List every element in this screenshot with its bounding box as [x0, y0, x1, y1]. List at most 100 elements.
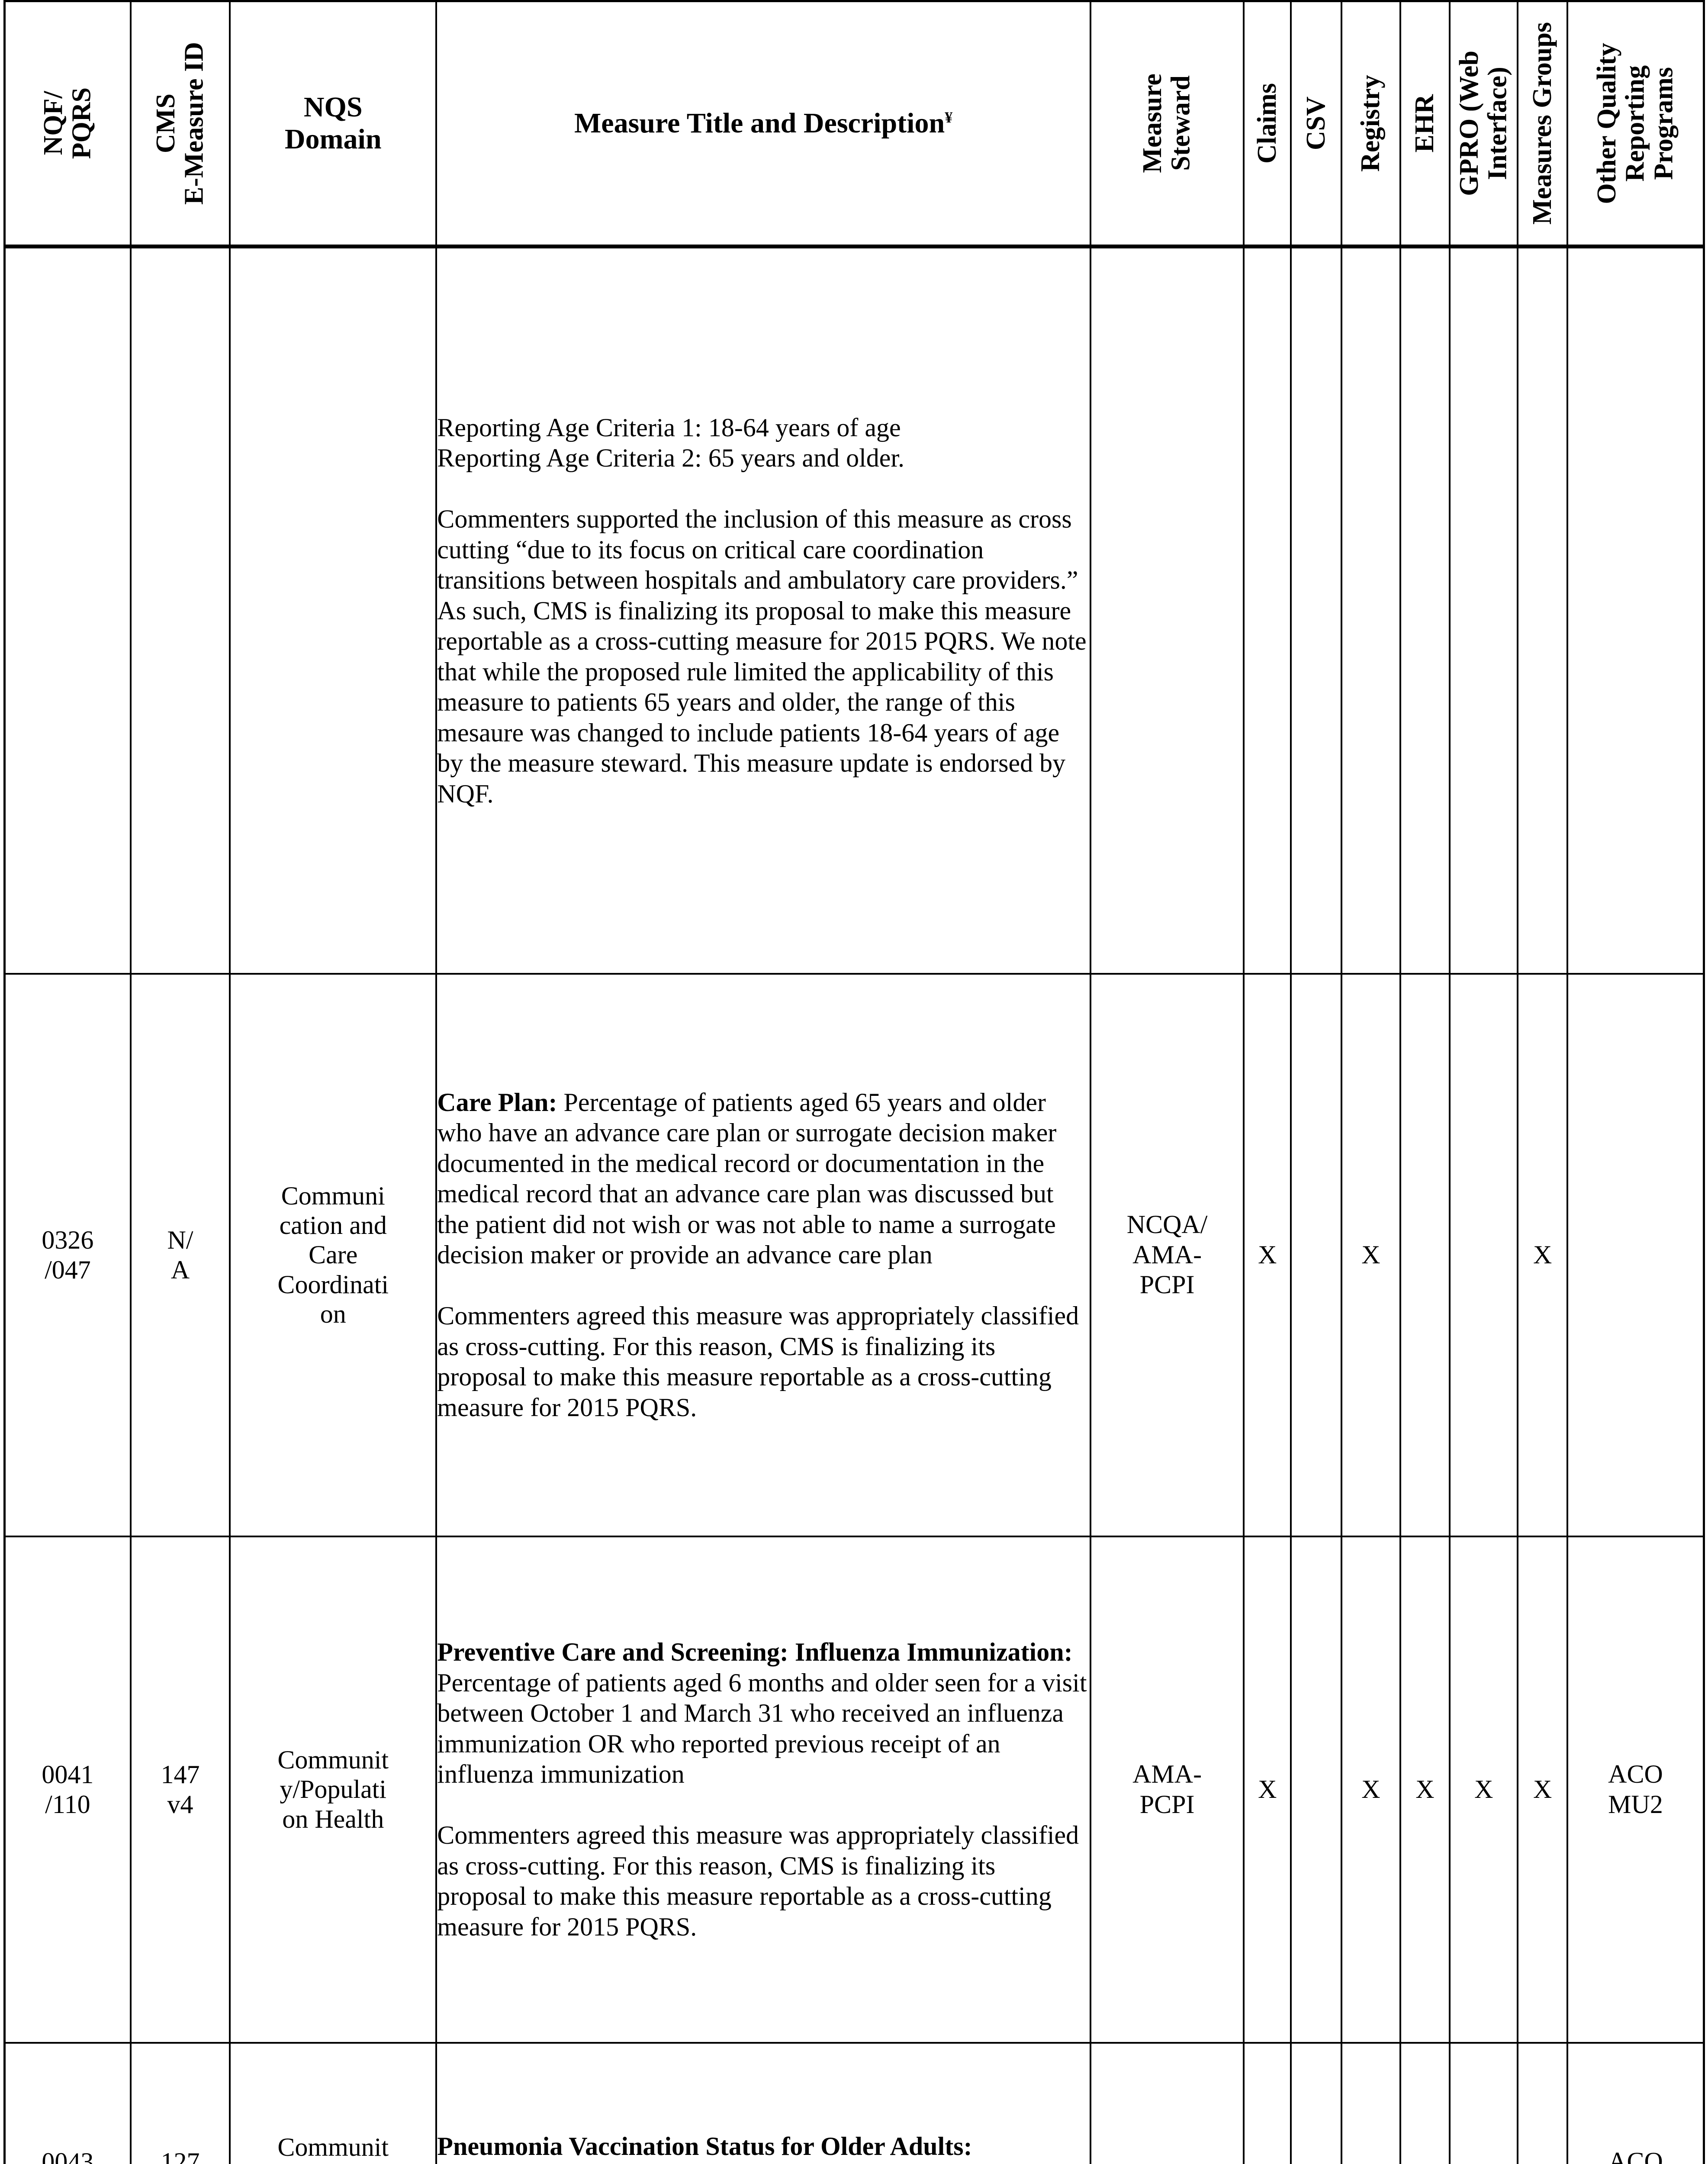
col-header-measure-steward: Measure Steward: [1089, 0, 1245, 248]
measure-title-lead: Preventive Care and Screening: Influenza…: [437, 1638, 1073, 1666]
cell-measures-groups-mark: X: [1517, 2042, 1569, 2164]
description-text: Commenters agreed this measure was appro…: [437, 1821, 1079, 1941]
col-header-cms-emeasure-id: CMS E-Measure ID: [129, 0, 231, 248]
cell-nqf-pqrs: 0041 /110: [3, 1535, 132, 2044]
col-header-nqf-pqrs: NQF/ PQRS: [3, 0, 132, 248]
col-header-measure-title-label: Measure Title and Description: [574, 107, 945, 139]
cell-csv-mark: [1290, 245, 1343, 975]
description-text: Reporting Age Criteria 1: 18-64 years of…: [437, 413, 905, 473]
cell-other-quality-reporting-programs: ACO MU2: [1566, 2042, 1705, 2164]
col-header-other-quality-reporting-programs-label: Other Quality Reporting Programs: [1592, 42, 1679, 204]
col-header-nqf-pqrs-label: NQF/ PQRS: [38, 87, 96, 159]
cell-nqf-pqrs: 0326 /047: [3, 973, 132, 1537]
cell-gpro-mark: [1449, 973, 1519, 1537]
table-row: Reporting Age Criteria 1: 18-64 years of…: [3, 245, 1705, 975]
cell-measure-steward: [1089, 245, 1245, 975]
cell-cms-emeasure-id: 147 v4: [129, 1535, 231, 2044]
cell-nqs-domain: Communit y/Populati on Health: [229, 1535, 437, 2044]
col-header-nqs-domain: NQS Domain: [229, 0, 437, 248]
description-paragraph: Care Plan: Percentage of patients aged 6…: [437, 1087, 1090, 1270]
cell-other-quality-reporting-programs: ACO MU2: [1566, 1535, 1705, 2044]
cell-claims-mark: [1243, 245, 1292, 975]
cell-gpro-mark: X: [1449, 1535, 1519, 2044]
cell-gpro-mark: [1449, 245, 1519, 975]
measure-title-lead: Care Plan:: [437, 1088, 557, 1117]
cell-cms-emeasure-id: N/ A: [129, 973, 231, 1537]
cell-other-quality-reporting-programs: [1566, 245, 1705, 975]
col-header-ehr-label: EHR: [1410, 94, 1440, 153]
col-header-nqs-domain-label: NQS Domain: [284, 91, 382, 155]
cell-measure-steward: AMA- PCPI: [1089, 1535, 1245, 2044]
col-header-measure-title: Measure Title and Description¥: [435, 0, 1091, 248]
cell-cms-emeasure-id: 127 v3: [129, 2042, 231, 2164]
table-row: 0041 /110 147 v4 Communit y/Populati on He…: [3, 1535, 1705, 2044]
col-header-other-quality-reporting-programs: Other Quality Reporting Programs: [1566, 0, 1705, 248]
col-header-gpro-web-interface: GPRO (Web Interface): [1449, 0, 1519, 248]
col-header-registry: Registry: [1341, 0, 1401, 248]
cell-nqs-domain: Communit y/Populati on Health: [229, 2042, 437, 2164]
cell-measure-title-and-description: Pneumonia Vaccination Status for Older A…: [435, 2042, 1091, 2164]
col-header-gpro-web-interface-label: GPRO (Web Interface): [1454, 51, 1512, 196]
description-text: Commenters agreed this measure was appro…: [437, 1301, 1079, 1422]
cell-cms-emeasure-id: [129, 245, 231, 975]
description-paragraph: Reporting Age Criteria 1: 18-64 years of…: [437, 412, 1090, 473]
table-row: 0043 /111127 v3Communit y/Populati on He…: [3, 2042, 1705, 2164]
cell-measures-groups-mark: X: [1517, 1535, 1569, 2044]
cell-measure-title-and-description: Care Plan: Percentage of patients aged 6…: [435, 973, 1091, 1537]
cell-ehr-mark: [1399, 245, 1451, 975]
cell-measure-steward: NCQA: [1089, 2042, 1245, 2164]
cell-nqs-domain: Communi cation and Care Coordinati on: [229, 973, 437, 1537]
description-paragraph: Commenters supported the inclusion of th…: [437, 504, 1090, 809]
table-row: 0326 /047 N/ A Communi cation and Care Coo…: [3, 973, 1705, 1537]
cell-claims-mark: X: [1243, 2042, 1292, 2164]
cell-other-quality-reporting-programs: [1566, 973, 1705, 1537]
table-header-row: NQF/ PQRS CMS E-Measure ID NQS Domain Me…: [3, 0, 1705, 248]
cell-ehr-mark: X: [1399, 2042, 1451, 2164]
cell-nqf-pqrs: 0043 /111: [3, 2042, 132, 2164]
footnote-marker-yen: ¥: [945, 109, 953, 126]
cell-registry-mark: [1341, 245, 1401, 975]
description-text: Commenters supported the inclusion of th…: [437, 505, 1087, 808]
cell-registry-mark: X: [1341, 1535, 1401, 2044]
description-paragraph: Preventive Care and Screening: Influenza…: [437, 1637, 1090, 1790]
cell-measure-steward: NCQA/ AMA- PCPI: [1089, 973, 1245, 1537]
cell-nqf-pqrs: [3, 245, 132, 975]
cell-measures-groups-mark: X: [1517, 973, 1569, 1537]
cross-cutting-measures-table: NQF/ PQRS CMS E-Measure ID NQS Domain Me…: [3, 0, 1705, 2164]
col-header-measures-groups: Measures Groups: [1517, 0, 1569, 248]
cell-csv-mark: [1290, 973, 1343, 1537]
cell-measure-title-and-description: Preventive Care and Screening: Influenza…: [435, 1535, 1091, 2044]
col-header-csv: CSV: [1290, 0, 1343, 248]
col-header-measures-groups-label: Measures Groups: [1527, 22, 1557, 225]
paragraph-spacer: [437, 1790, 1090, 1820]
cell-gpro-mark: X: [1449, 2042, 1519, 2164]
cell-csv-mark: [1290, 1535, 1343, 2044]
description-text: Percentage of patients 65 years of age a…: [437, 2162, 1041, 2164]
cell-measure-title-and-description: Reporting Age Criteria 1: 18-64 years of…: [435, 245, 1091, 975]
cell-registry-mark: X: [1341, 2042, 1401, 2164]
col-header-claims-label: Claims: [1252, 83, 1282, 164]
cell-csv-mark: [1290, 2042, 1343, 2164]
cell-ehr-mark: [1399, 973, 1451, 1537]
cell-ehr-mark: X: [1399, 1535, 1451, 2044]
description-paragraph: Commenters agreed this measure was appro…: [437, 1301, 1090, 1423]
cell-measures-groups-mark: [1517, 245, 1569, 975]
col-header-csv-label: CSV: [1301, 96, 1331, 151]
table-body: Reporting Age Criteria 1: 18-64 years of…: [3, 245, 1705, 2164]
col-header-claims: Claims: [1243, 0, 1292, 248]
cell-nqs-domain: [229, 245, 437, 975]
cell-claims-mark: X: [1243, 973, 1292, 1537]
col-header-registry-label: Registry: [1356, 75, 1386, 172]
description-paragraph: Pneumonia Vaccination Status for Older A…: [437, 2131, 1090, 2164]
measure-title-lead: Pneumonia Vaccination Status for Older A…: [437, 2132, 972, 2161]
col-header-measure-steward-label: Measure Steward: [1138, 74, 1196, 173]
cell-claims-mark: X: [1243, 1535, 1292, 2044]
paragraph-spacer: [437, 473, 1090, 504]
cell-registry-mark: X: [1341, 973, 1401, 1537]
col-header-ehr: EHR: [1399, 0, 1451, 248]
paragraph-spacer: [437, 1270, 1090, 1301]
col-header-cms-emeasure-id-label: CMS E-Measure ID: [151, 42, 209, 205]
description-text: Percentage of patients aged 6 months and…: [437, 1668, 1087, 1789]
description-text: Percentage of patients aged 65 years and…: [437, 1088, 1057, 1269]
